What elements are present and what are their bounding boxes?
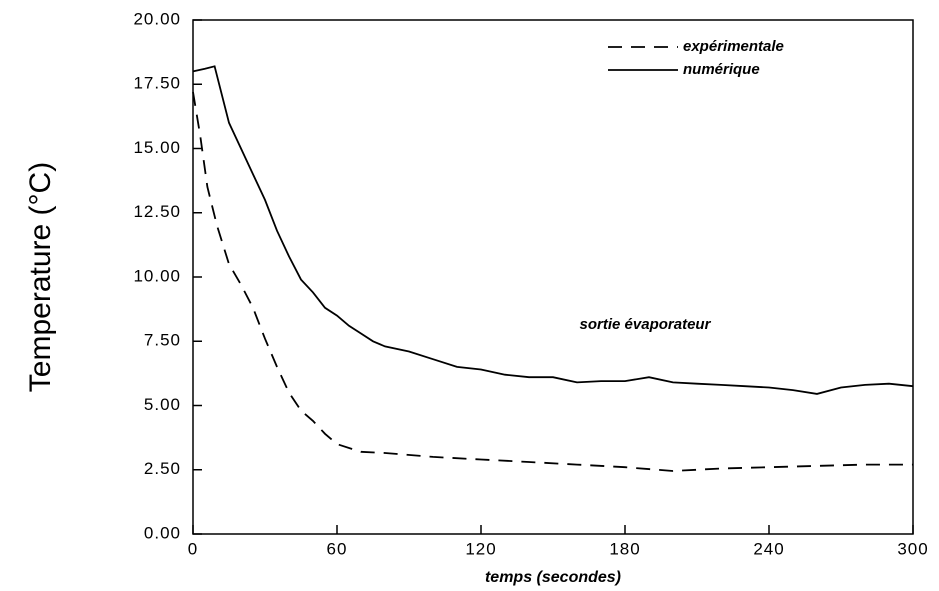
y-tick-label: 15.00	[133, 138, 181, 157]
y-tick-label: 17.50	[133, 74, 181, 93]
y-tick-label: 2.50	[144, 459, 181, 478]
legend-label: numérique	[683, 61, 760, 78]
y-tick-label: 5.00	[144, 395, 181, 414]
y-tick-label: 10.00	[133, 266, 181, 285]
x-axis-label: temps (secondes)	[485, 569, 621, 586]
x-tick-label: 120	[465, 539, 496, 558]
plot-frame	[192, 19, 914, 535]
x-tick-label: 240	[753, 539, 784, 558]
y-tick-label: 7.50	[144, 331, 181, 350]
x-tick-label: 0	[188, 539, 198, 558]
series-line	[192, 91, 913, 472]
y-axis-label: Temperature (°C)	[24, 162, 57, 392]
series-line	[192, 65, 914, 395]
y-tick-label: 20.00	[133, 9, 181, 28]
x-tick-label: 300	[897, 539, 928, 558]
annotation: sortie évaporateur	[580, 316, 712, 333]
y-tick-label: 0.00	[144, 523, 181, 542]
x-tick-label: 60	[327, 539, 348, 558]
legend-label: expérimentale	[683, 38, 784, 55]
y-tick-label: 12.50	[133, 202, 181, 221]
x-tick-label: 180	[609, 539, 640, 558]
